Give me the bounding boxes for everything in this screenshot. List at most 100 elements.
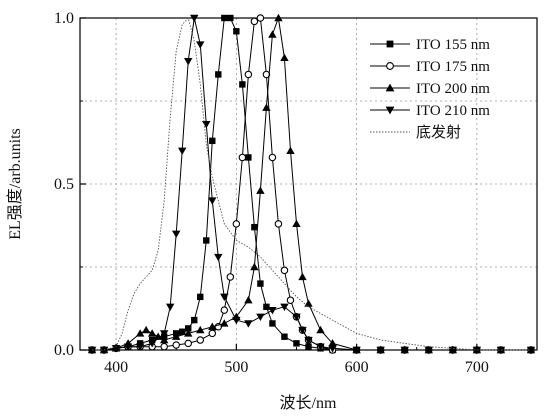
marker-triangle-down xyxy=(472,346,482,355)
marker-triangle-up xyxy=(196,325,205,334)
legend-entry: 底发射 xyxy=(370,124,461,141)
marker-triangle-up xyxy=(184,329,193,337)
marker-triangle-up xyxy=(135,329,145,337)
marker-square xyxy=(239,81,246,88)
marker-triangle-down xyxy=(220,293,229,302)
marker-square xyxy=(281,333,288,340)
marker-circle xyxy=(274,220,283,228)
marker-circle xyxy=(244,70,253,79)
legend-entry: ITO 155 nm xyxy=(370,37,490,53)
marker-square xyxy=(227,14,234,22)
marker-circle xyxy=(286,296,295,304)
marker-triangle-up xyxy=(316,325,325,334)
marker-triangle-down xyxy=(292,313,301,321)
marker-circle xyxy=(256,14,265,22)
marker-triangle-down xyxy=(87,346,97,355)
marker-square xyxy=(179,328,186,335)
x-tick-label: 500 xyxy=(224,359,248,376)
marker-square xyxy=(269,320,276,327)
marker-square xyxy=(251,223,258,231)
marker-triangle-up xyxy=(268,30,277,38)
marker-square xyxy=(305,343,312,350)
grid xyxy=(80,18,537,350)
marker-triangle-down xyxy=(352,346,361,355)
legend-entry: ITO 200 nm xyxy=(370,81,490,97)
marker-triangle-down xyxy=(208,197,217,205)
marker-triangle-up xyxy=(292,219,301,228)
x-tick-label: 400 xyxy=(104,359,128,376)
series-4 xyxy=(92,17,531,351)
legend: ITO 155 nm ITO 175 nm ITO 200 nm ITO 210 nm… xyxy=(370,37,490,141)
marker-triangle-down xyxy=(190,14,199,23)
marker-circle xyxy=(184,339,192,348)
marker-triangle-down xyxy=(196,41,205,49)
marker-triangle-down xyxy=(298,326,307,335)
marker-triangle-down xyxy=(304,336,313,345)
marker-triangle-down xyxy=(99,346,109,355)
y-axis-title: EL强度/arb.units xyxy=(6,128,24,240)
legend-label: 底发射 xyxy=(416,124,461,141)
legend-label: ITO 175 nm xyxy=(416,59,490,75)
marker-square xyxy=(203,237,210,244)
marker-triangle-down xyxy=(135,343,145,351)
marker-triangle-up xyxy=(298,272,307,281)
marker-triangle-down xyxy=(214,253,223,262)
legend-label: ITO 210 nm xyxy=(416,103,490,119)
marker-circle xyxy=(268,153,277,162)
marker-circle xyxy=(172,341,180,349)
marker-triangle-down xyxy=(496,346,506,355)
marker-triangle-up xyxy=(220,319,229,327)
series-3 xyxy=(87,14,536,355)
marker-triangle-down xyxy=(172,230,181,238)
legend-label: ITO 200 nm xyxy=(416,81,490,97)
y-tick-label: 0.0 xyxy=(54,342,74,359)
marker-triangle-down xyxy=(184,57,193,66)
marker-triangle-down xyxy=(424,346,433,355)
marker-triangle-down xyxy=(280,303,289,312)
marker-triangle-down xyxy=(165,303,175,312)
marker-triangle-down xyxy=(526,346,536,355)
marker-triangle-down xyxy=(268,306,277,315)
marker-square xyxy=(148,336,156,344)
marker-circle xyxy=(208,329,217,338)
marker-triangle-down xyxy=(244,320,253,328)
marker-triangle-down xyxy=(159,330,169,338)
marker-square xyxy=(257,280,264,287)
legend-entry: ITO 175 nm xyxy=(370,59,490,75)
marker-triangle-up xyxy=(385,83,395,92)
marker-triangle-down xyxy=(385,106,395,115)
marker-circle xyxy=(232,220,241,228)
marker-circle xyxy=(250,17,259,26)
marker-triangle-up xyxy=(172,332,181,340)
marker-square xyxy=(221,14,228,22)
marker-square xyxy=(263,303,270,311)
marker-triangle-up xyxy=(250,262,259,271)
marker-triangle-up xyxy=(328,339,337,347)
marker-square xyxy=(245,154,252,161)
marker-triangle-down xyxy=(123,343,133,351)
marker-triangle-up xyxy=(141,325,151,334)
marker-square xyxy=(209,137,216,145)
marker-triangle-up xyxy=(244,296,253,304)
marker-square xyxy=(197,293,204,301)
marker-triangle-up xyxy=(286,146,295,154)
legend-label: ITO 155 nm xyxy=(416,37,490,53)
marker-triangle-down xyxy=(316,343,325,351)
marker-triangle-down xyxy=(256,313,265,321)
marker-triangle-down xyxy=(328,345,337,353)
marker-circle xyxy=(386,62,394,70)
marker-triangle-down xyxy=(178,147,187,155)
marker-circle xyxy=(280,266,289,275)
marker-square xyxy=(215,71,222,78)
marker-triangle-up xyxy=(159,335,169,344)
marker-triangle-down xyxy=(202,121,211,129)
marker-triangle-down xyxy=(147,340,157,348)
x-axis-title: 波长/nm xyxy=(280,394,337,412)
marker-square xyxy=(185,325,192,332)
series-layer xyxy=(87,13,536,355)
marker-square xyxy=(386,40,394,48)
marker-triangle-down xyxy=(376,346,385,355)
marker-circle xyxy=(226,273,235,281)
legend-entry: ITO 210 nm xyxy=(370,103,490,119)
series-line-dotted xyxy=(92,17,531,351)
